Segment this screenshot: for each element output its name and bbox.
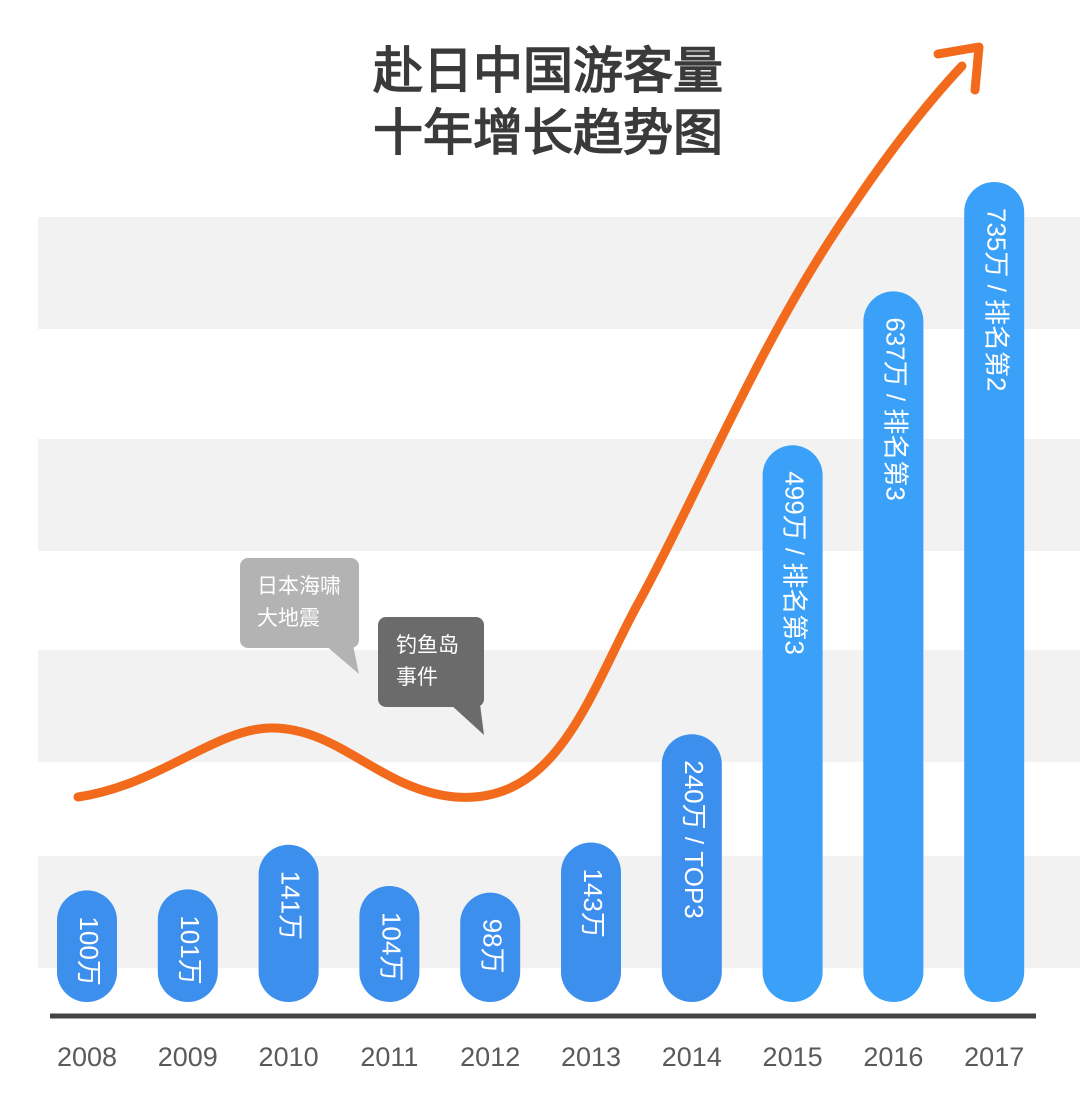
- year-label-2008: 2008: [57, 1042, 117, 1072]
- bar-label-2010: 141万: [276, 871, 306, 940]
- bar-label-2017: 735万 / 排名第2: [981, 208, 1011, 392]
- bar-label-2008: 100万: [74, 916, 104, 985]
- bar-label-2015: 499万 / 排名第3: [780, 471, 810, 655]
- chart-title-line-2: 十年增长趋势图: [373, 104, 723, 162]
- bar-label-2013: 143万: [578, 868, 608, 937]
- chart-title-line-1: 赴日中国游客量: [372, 42, 723, 100]
- year-label-2016: 2016: [863, 1042, 923, 1072]
- bar-label-2016: 637万 / 排名第3: [881, 317, 911, 501]
- year-label-2012: 2012: [460, 1042, 520, 1072]
- bar-2008: [57, 890, 117, 1002]
- callout-text-line: 大地震: [257, 606, 320, 630]
- callout-box: [240, 558, 359, 648]
- x-axis-labels: 2008 2009 2010 2011 2012 2013 2014 2015 2016 2017: [57, 1042, 1024, 1072]
- bar-2015: [762, 445, 823, 1003]
- year-label-2014: 2014: [662, 1042, 722, 1072]
- callout-text-line: 钓鱼岛: [396, 633, 459, 657]
- callout-pointer: [450, 704, 484, 735]
- bar-2010: [258, 844, 319, 1002]
- year-label-2010: 2010: [259, 1042, 319, 1072]
- year-label-2015: 2015: [763, 1042, 823, 1072]
- trend-curve: [73, 61, 967, 802]
- year-label-2011: 2011: [360, 1042, 418, 1072]
- trend-line: [73, 42, 984, 802]
- callout-pointer: [325, 645, 359, 674]
- bar-2016: [863, 291, 924, 1002]
- trend-arrowhead: [933, 42, 984, 95]
- grid-band: [38, 439, 1080, 551]
- bar-label-2009: 101万: [175, 915, 205, 984]
- bar-series: 100万 101万 141万 104万 98万 143万 240万 / TOP3 499万 /…: [57, 182, 1025, 1003]
- bar-label-2011: 104万: [377, 912, 407, 981]
- bar-label-2014: 240万 / TOP3: [679, 760, 709, 919]
- callout-box: [378, 617, 484, 707]
- bar-2012: [460, 892, 521, 1002]
- bar-2014: [661, 734, 722, 1002]
- callout-text-line: 日本海啸: [257, 574, 341, 598]
- bar-2011: [359, 885, 420, 1002]
- grid-bands: [38, 217, 1080, 968]
- callout-text-line: 事件: [396, 665, 438, 689]
- year-label-2009: 2009: [158, 1042, 218, 1072]
- grid-band: [38, 217, 1080, 329]
- bar-label-2012: 98万: [477, 919, 507, 974]
- bar-2013: [561, 842, 621, 1002]
- bar-2009: [157, 889, 218, 1002]
- year-label-2017: 2017: [964, 1042, 1024, 1072]
- year-label-2013: 2013: [561, 1042, 621, 1072]
- bar-2017: [964, 182, 1025, 1002]
